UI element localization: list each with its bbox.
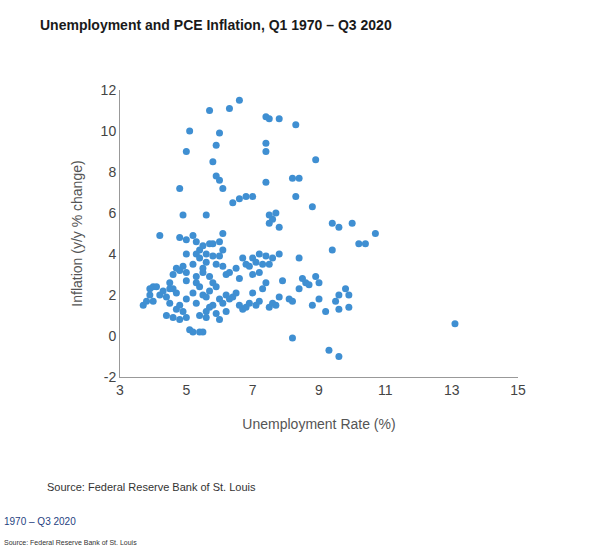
svg-text:Inflation (y/y % change): Inflation (y/y % change) bbox=[69, 160, 85, 306]
svg-text:15: 15 bbox=[510, 382, 526, 398]
svg-text:4: 4 bbox=[108, 246, 116, 262]
svg-text:0: 0 bbox=[108, 328, 116, 344]
svg-text:5: 5 bbox=[182, 382, 190, 398]
svg-text:Source: Federal Reserve Bank o: Source: Federal Reserve Bank of St. Loui… bbox=[47, 481, 256, 493]
svg-text:3: 3 bbox=[116, 382, 124, 398]
svg-text:-2: -2 bbox=[104, 369, 117, 385]
svg-text:8: 8 bbox=[108, 164, 116, 180]
svg-text:Unemployment Rate (%): Unemployment Rate (%) bbox=[242, 416, 395, 432]
svg-text:1970 – Q3 2020: 1970 – Q3 2020 bbox=[4, 516, 76, 527]
svg-text:2: 2 bbox=[108, 287, 116, 303]
svg-text:12: 12 bbox=[101, 82, 117, 98]
svg-text:Source: Federal Reserve Bank o: Source: Federal Reserve Bank of St. Loui… bbox=[4, 539, 137, 546]
svg-text:9: 9 bbox=[315, 382, 323, 398]
svg-text:7: 7 bbox=[249, 382, 257, 398]
svg-text:6: 6 bbox=[108, 205, 116, 221]
svg-text:Unemployment and PCE Inflation: Unemployment and PCE Inflation, Q1 1970 … bbox=[40, 17, 392, 33]
svg-text:11: 11 bbox=[378, 382, 393, 398]
svg-text:10: 10 bbox=[101, 123, 117, 139]
svg-text:13: 13 bbox=[444, 382, 460, 398]
